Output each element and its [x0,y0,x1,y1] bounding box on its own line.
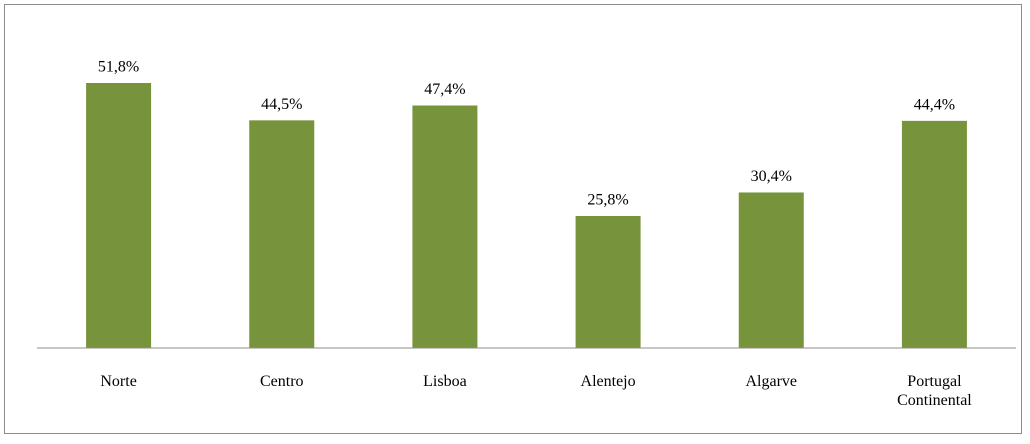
value-label: 30,4% [751,168,792,185]
x-tick-label: Algarve [745,373,798,390]
value-label: 47,4% [424,81,465,98]
value-label: 25,8% [587,192,628,209]
x-tick-label: Norte [100,373,137,390]
x-tick-label: Alentejo [580,373,636,390]
x-tick-label: Portugal Continental [897,373,972,409]
value-label: 51,8% [98,59,139,76]
x-tick-label: Lisboa [423,373,467,390]
bar [738,192,804,348]
x-tick-label: Centro [259,373,304,390]
chart-frame [4,4,1022,434]
bar [249,120,315,348]
bar [412,105,478,348]
value-label: 44,4% [914,97,955,114]
value-label: 44,5% [261,96,302,113]
bar [575,216,641,348]
bar [901,120,967,348]
bar [86,82,152,348]
